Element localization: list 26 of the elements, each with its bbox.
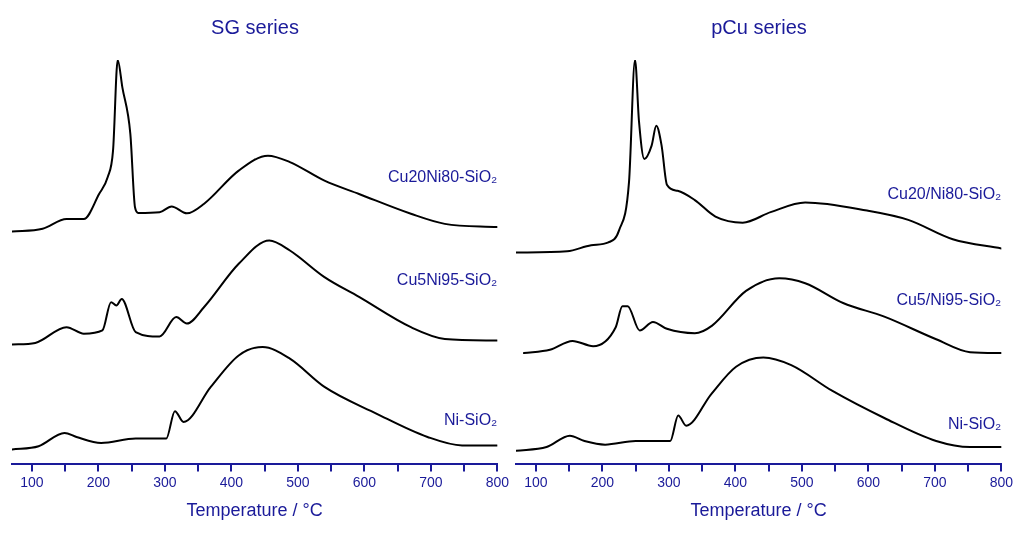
series-label: Cu5/Ni95-SiO₂ bbox=[896, 291, 1002, 309]
series-label: Cu20Ni80-SiO₂ bbox=[387, 168, 498, 186]
series-label: Cu20/Ni80-SiO₂ bbox=[887, 184, 1002, 202]
x-tick-label: 700 bbox=[923, 473, 947, 490]
x-tick-label: 500 bbox=[286, 473, 310, 490]
x-tick-label: 300 bbox=[657, 473, 681, 490]
chart-title: pCu series bbox=[711, 15, 807, 38]
series-label: Cu5Ni95-SiO₂ bbox=[396, 271, 498, 289]
x-tick-label: 100 bbox=[524, 473, 548, 490]
x-axis-title: Temperature / °C bbox=[186, 500, 323, 521]
x-tick-label: 700 bbox=[419, 473, 443, 490]
series-label: Ni-SiO₂ bbox=[947, 415, 1002, 433]
x-tick-label: 800 bbox=[989, 473, 1014, 490]
x-tick-label: 200 bbox=[86, 473, 111, 490]
x-tick-label: 300 bbox=[153, 473, 177, 490]
x-tick-label: 200 bbox=[590, 473, 615, 490]
x-tick-label: 800 bbox=[485, 473, 510, 490]
x-tick-label: 600 bbox=[352, 473, 377, 490]
x-tick-label: 500 bbox=[790, 473, 814, 490]
x-tick-label: 400 bbox=[723, 473, 748, 490]
x-tick-label: 100 bbox=[20, 473, 44, 490]
series-label: Ni-SiO₂ bbox=[443, 411, 498, 429]
x-tick-label: 600 bbox=[856, 473, 881, 490]
chart-title: SG series bbox=[211, 15, 299, 38]
x-axis-title: Temperature / °C bbox=[690, 500, 827, 521]
x-tick-label: 400 bbox=[219, 473, 244, 490]
